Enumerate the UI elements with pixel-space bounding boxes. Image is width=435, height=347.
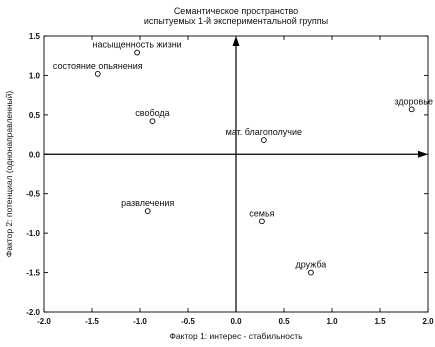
data-point-label: насыщенность жизни [93,40,182,50]
y-tick-label: -1.5 [26,269,40,278]
y-tick-label: 0.5 [29,111,41,120]
x-tick-label: 0.5 [278,317,290,326]
data-point-label: свобода [135,108,169,118]
vertical-axis-arrowhead [232,36,240,46]
data-points: насыщенность жизни состояние опьянения сво… [53,40,433,276]
data-point-marker [149,118,156,125]
y-tick-label: -2.0 [26,308,40,317]
data-point-marker [94,71,101,77]
data-point-marker [408,106,415,113]
y-tick-label: 1.0 [29,71,41,80]
data-point-marker [308,269,314,276]
chart-title-line-1: Семантическое пространство [174,6,298,16]
x-tick-label: -2.0 [37,317,51,326]
y-tick-label: -0.5 [26,190,40,199]
data-point-label: состояние опьянения [53,61,143,71]
origin-axes [44,36,428,312]
data-point-label: дружба [295,260,326,270]
x-tick-label: 2.0 [422,317,434,326]
y-axis-label: Фактор 2: потенциал (однонаправленный) [4,91,14,258]
chart-title-line-2: испытуемых 1-й экспериментальной группы [144,16,328,26]
x-tick-label: -1.0 [133,317,147,326]
data-point-label: здоровье [394,96,433,106]
x-tick-label: 1.0 [326,317,338,326]
x-tick-label: -1.5 [85,317,99,326]
data-point-marker [260,137,267,143]
y-tick-label: -1.0 [26,229,40,238]
y-tick-label: 1.5 [29,32,41,41]
horizontal-axis-arrowhead [418,150,428,158]
data-point-label: семья [249,208,274,218]
data-point-label: мат. благополучие [226,127,302,137]
data-point-label: развлечения [121,198,174,208]
x-tick-label: 1.5 [374,317,386,326]
tick-labels: -2.0 -1.5 -1.0 -0.5 0.0 0.5 1.0 1.5 2.0 1.5 1.0 0.5… [26,32,434,326]
y-tick-label: 0.0 [29,150,41,159]
x-axis-label: Фактор 1: интерес - стабильность [169,331,303,341]
data-point-marker [134,49,140,56]
data-point-marker [259,218,265,225]
x-tick-label: -0.5 [181,317,195,326]
data-point-marker [144,208,151,214]
x-tick-label: 0.0 [230,317,242,326]
